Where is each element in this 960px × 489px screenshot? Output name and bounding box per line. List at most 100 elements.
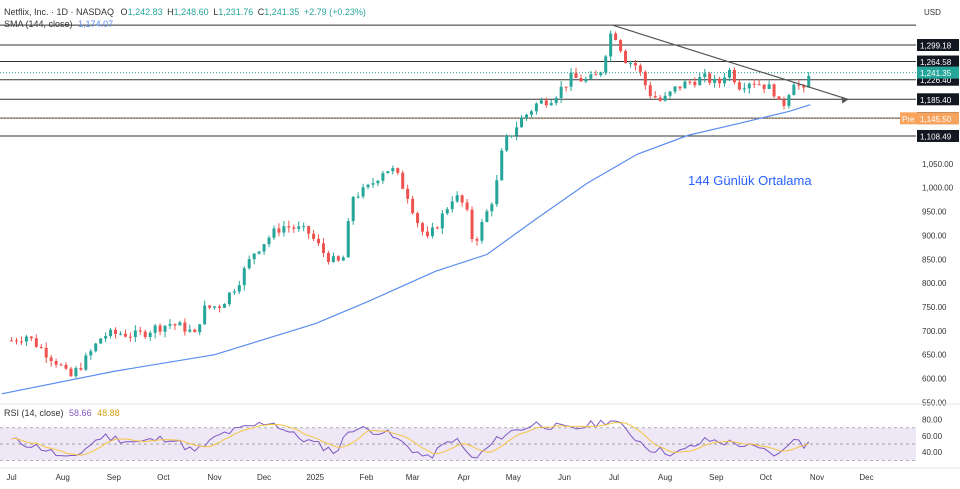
ohlc-legend: Netflix, Inc. · 1D · NASDAQ O1,242.83 H1… [4, 7, 366, 17]
candle-body [148, 332, 152, 338]
level-tag [917, 55, 959, 68]
candle-body [802, 85, 806, 88]
candle-body [450, 201, 454, 210]
y-tick-label: 1,000.00 [922, 184, 954, 193]
candle-body [143, 331, 147, 338]
candle-body [341, 257, 345, 261]
candle-body [331, 256, 335, 262]
candle-body [495, 180, 499, 205]
candle-body [267, 237, 271, 245]
candle-body [698, 77, 702, 86]
candle-body [416, 213, 420, 224]
candle-body [114, 329, 118, 334]
candle-body [287, 226, 291, 228]
sma-annotation: 144 Günlük Ortalama [688, 173, 812, 188]
candle-body [64, 364, 68, 369]
level-tag [917, 39, 959, 52]
candle-body [569, 72, 573, 87]
candle-body [183, 322, 187, 332]
rsi-ma-value: 48.88 [97, 408, 120, 418]
rsi-tick-label: 60.00 [922, 432, 943, 441]
candle-body [109, 329, 113, 337]
candle-body [440, 213, 444, 229]
trendline [612, 24, 849, 101]
candle-body [10, 340, 14, 342]
candle-body [628, 62, 632, 64]
candle-body [208, 305, 212, 308]
candle-body [505, 135, 509, 151]
candle-body [158, 325, 162, 332]
candle-body [782, 99, 786, 106]
level-label: 1,264.58 [920, 58, 952, 67]
candle-body [19, 341, 23, 343]
candle-body [732, 69, 736, 83]
candle-body [584, 78, 588, 82]
candle-body [430, 227, 434, 237]
candle-body [708, 73, 712, 83]
candle-body [411, 198, 415, 214]
candle-body [633, 62, 637, 66]
rsi-ma-line [11, 422, 809, 456]
candle-body [668, 91, 672, 96]
candle-body [49, 357, 53, 362]
candle-body [371, 183, 375, 185]
change-value: +2.79 (+0.23%) [303, 7, 366, 17]
candle-body [326, 252, 330, 262]
candle-body [564, 86, 568, 88]
candle-body [321, 243, 325, 253]
x-tick-label: Sep [709, 473, 724, 482]
candle-body [723, 77, 727, 84]
candle-body [44, 347, 48, 358]
candle-body [470, 209, 474, 240]
candle-body [718, 78, 722, 84]
symbol-title[interactable]: Netflix, Inc. · 1D · NASDAQ [4, 7, 115, 17]
candle-body [574, 72, 578, 78]
currency-label: USD [924, 8, 941, 17]
candle-body [678, 86, 682, 89]
candle-body [475, 239, 479, 241]
candle-body [406, 188, 410, 199]
rsi-legend[interactable]: RSI (14, close) 58.66 48.88 [4, 408, 120, 418]
level-label: 1,185.40 [920, 96, 952, 105]
candle-body [737, 82, 741, 90]
candle-body [391, 168, 395, 172]
candle-body [534, 103, 538, 112]
x-tick-label: Jul [609, 473, 619, 482]
candle-body [515, 127, 519, 136]
sma-legend[interactable]: SMA (144, close) 1,174.07 [4, 19, 113, 29]
open-value: 1,242.83 [127, 7, 163, 17]
sma-label: SMA (144, close) [4, 19, 73, 29]
candle-body [767, 84, 771, 90]
candle-body [168, 324, 172, 326]
pre-tag-label: Pre [902, 115, 915, 124]
candle-body [237, 285, 241, 292]
candle-body [445, 209, 449, 214]
rsi-tick-label: 80.00 [922, 416, 943, 425]
candle-body [232, 291, 236, 293]
level-label: 1,226.40 [920, 76, 952, 85]
trendline-arrow [841, 96, 849, 104]
candle-body [683, 81, 687, 89]
pre-price-label: 1,145.50 [920, 115, 952, 124]
candle-body [193, 329, 197, 333]
low-label: L [213, 7, 219, 17]
candle-body [554, 97, 558, 104]
x-tick-label: Mar [406, 473, 420, 482]
candle-body [747, 83, 751, 89]
candle-body [594, 74, 598, 76]
candle-body [435, 227, 439, 229]
candle-body [282, 226, 286, 233]
x-tick-label: Oct [157, 473, 170, 482]
candle-body [84, 355, 88, 370]
x-tick-label: Dec [257, 473, 271, 482]
candle-body [500, 150, 504, 181]
candle-body [425, 231, 429, 237]
x-tick-label: Sep [107, 473, 122, 482]
candle-body [94, 343, 98, 352]
candle-body [198, 324, 202, 333]
candle-body [539, 100, 543, 104]
candle-body [89, 351, 93, 356]
candle-body [302, 226, 306, 228]
candle-body [118, 333, 122, 335]
candle-body [480, 221, 484, 241]
